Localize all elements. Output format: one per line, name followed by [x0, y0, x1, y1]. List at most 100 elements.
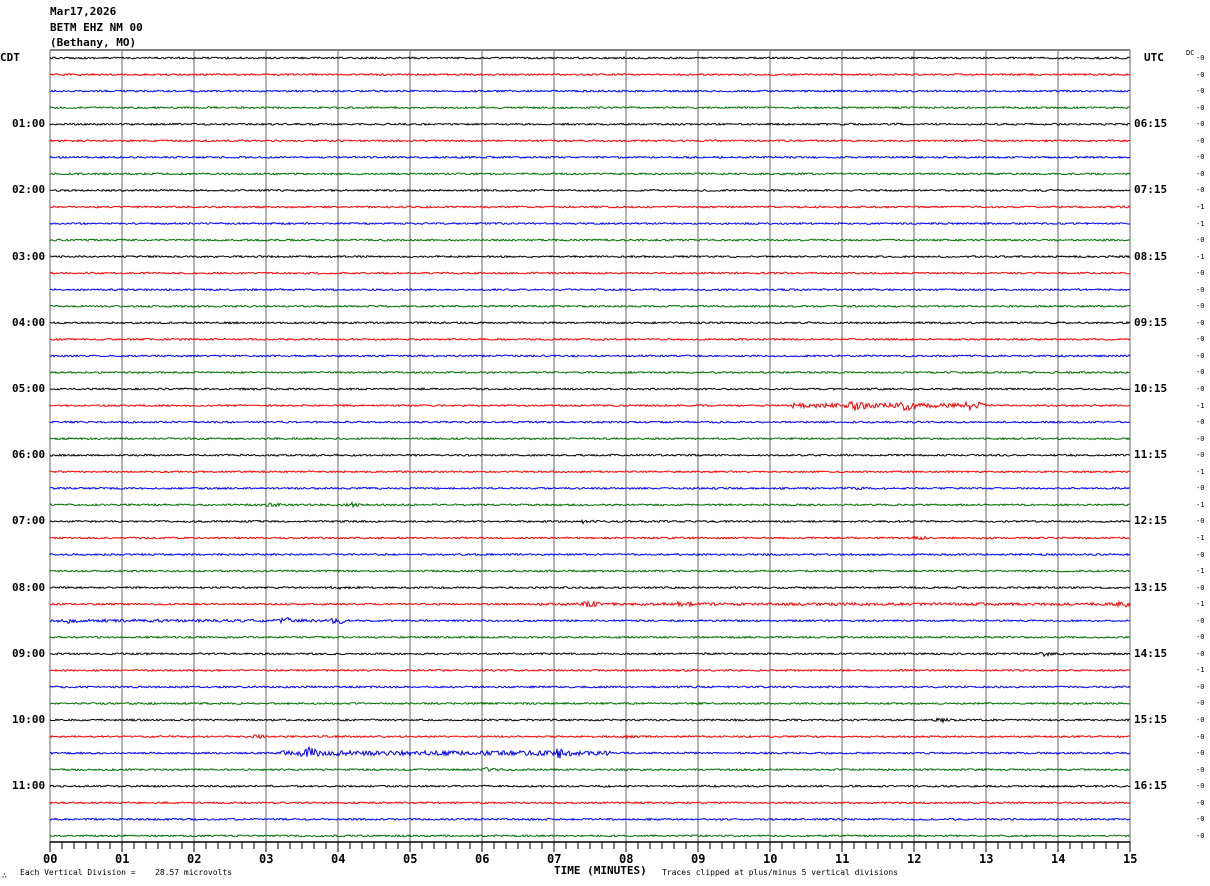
division-label: Each Vertical Division = — [20, 868, 136, 877]
dc-offset-label: -0 — [1196, 285, 1205, 294]
left-hour-label: 11:00 — [12, 779, 46, 793]
right-hour-label: 12:15 — [1134, 514, 1168, 528]
seismic-trace — [49, 500, 1131, 509]
dc-offset-label: -0 — [1196, 318, 1205, 327]
right-timezone-label: UTC — [1144, 51, 1164, 64]
seismic-trace — [49, 354, 1131, 358]
seismic-trace — [49, 387, 1131, 391]
right-hour-label: 09:15 — [1134, 315, 1168, 329]
x-tick-label: 11 — [835, 852, 850, 866]
x-tick-label: 07 — [547, 852, 562, 866]
seismic-trace — [49, 651, 1131, 658]
left-hour-label: 08:00 — [12, 580, 46, 594]
seismic-trace — [49, 155, 1131, 160]
x-tick-label: 01 — [115, 852, 130, 866]
dc-offset-label: -0 — [1196, 649, 1205, 658]
seismic-trace — [49, 635, 1131, 640]
seismic-trace — [49, 535, 1131, 541]
dc-offset-label: -0 — [1196, 749, 1205, 758]
dc-offset-label: -0 — [1196, 682, 1205, 691]
seismic-trace — [49, 767, 1131, 773]
right-hour-label: 11:15 — [1134, 448, 1168, 462]
seismic-trace — [49, 337, 1131, 342]
seismic-trace — [49, 89, 1131, 93]
seismic-trace — [49, 56, 1131, 60]
dc-offset-label: -1 — [1196, 567, 1205, 576]
x-tick-label: 03 — [259, 852, 274, 866]
left-hour-label: 01:00 — [12, 117, 46, 131]
left-hour-label: 10:00 — [12, 713, 46, 726]
x-tick-label: 05 — [403, 852, 418, 866]
seismic-trace — [49, 569, 1131, 573]
dc-offset-label: -0 — [1196, 583, 1205, 592]
seismic-trace — [49, 370, 1131, 375]
dc-offset-label: -0 — [1196, 451, 1205, 460]
dc-offset-label: -0 — [1196, 517, 1205, 526]
x-tick-label: 12 — [907, 852, 922, 866]
seismic-trace — [49, 72, 1131, 77]
dc-offset-label: -1 — [1196, 600, 1205, 609]
date-label: Mar17,2026 — [50, 5, 117, 18]
dc-offset-label: -0 — [1196, 186, 1205, 195]
x-tick-label: 14 — [1051, 852, 1066, 866]
x-tick-label: 06 — [475, 852, 490, 866]
seismic-trace — [49, 784, 1131, 789]
seismic-trace — [49, 188, 1131, 193]
seismic-trace — [49, 486, 1131, 491]
dc-offset-label: -0 — [1196, 418, 1205, 427]
dc-offset-label: -1 — [1196, 202, 1205, 211]
dc-offset-label: -0 — [1196, 153, 1205, 162]
seismic-trace — [49, 304, 1131, 308]
seismic-trace — [49, 616, 1131, 625]
dc-offset-label: -0 — [1196, 732, 1205, 741]
seismic-trace — [49, 400, 1131, 412]
dc-offset-label: -0 — [1196, 798, 1205, 807]
x-axis-title: TIME (MINUTES) — [554, 864, 647, 877]
seismic-trace — [49, 552, 1131, 557]
seismic-trace — [49, 733, 1131, 740]
dc-offset-label: -0 — [1196, 335, 1205, 344]
dc-offset-label: -1 — [1196, 467, 1205, 476]
dc-offset-label: -0 — [1196, 120, 1205, 129]
dc-offset-label: -0 — [1196, 368, 1205, 377]
seismic-trace — [49, 138, 1131, 143]
dc-offset-label: -0 — [1196, 169, 1205, 178]
seismic-trace — [49, 519, 1131, 525]
x-tick-label: 08 — [619, 852, 634, 866]
seismic-trace — [49, 271, 1131, 275]
x-tick-label: 00 — [43, 852, 58, 866]
seismic-trace — [49, 254, 1131, 259]
right-hour-label: 07:15 — [1134, 183, 1168, 197]
dc-offset-label: -0 — [1196, 765, 1205, 774]
x-tick-label: 13 — [979, 852, 994, 866]
seismic-trace — [49, 585, 1131, 591]
dc-offset-label: -1 — [1196, 219, 1205, 228]
seismic-trace — [50, 205, 1131, 209]
dc-offset-label: -0 — [1196, 269, 1205, 278]
seismic-trace — [49, 420, 1131, 424]
seismic-trace — [49, 105, 1131, 110]
dc-label: DC — [1186, 49, 1195, 57]
seismic-trace — [49, 320, 1131, 325]
left-hour-label: 02:00 — [12, 183, 46, 197]
dc-offset-label: -0 — [1196, 385, 1205, 393]
seismic-trace — [49, 238, 1131, 242]
seismic-trace — [49, 800, 1131, 805]
seismic-trace — [49, 745, 1131, 759]
seismic-trace — [49, 287, 1131, 292]
x-tick-label: 02 — [187, 852, 202, 866]
clip-note: Traces clipped at plus/minus 5 vertical … — [662, 868, 899, 877]
x-tick-label: 04 — [331, 852, 346, 866]
x-tick-label: 10 — [763, 852, 778, 866]
dc-offset-label: -0 — [1196, 302, 1205, 311]
seismic-trace — [49, 221, 1131, 226]
division-value: 28.57 microvolts — [155, 868, 233, 877]
left-hour-label: 03:00 — [12, 249, 46, 263]
dc-offset-label: -0 — [1196, 782, 1205, 791]
dc-offset-label: -0 — [1196, 103, 1205, 112]
dc-offset-label: -0 — [1196, 550, 1205, 559]
dc-offset-label: -1 — [1196, 666, 1205, 675]
left-hour-label: 07:00 — [12, 514, 46, 528]
seismic-trace — [49, 122, 1131, 127]
